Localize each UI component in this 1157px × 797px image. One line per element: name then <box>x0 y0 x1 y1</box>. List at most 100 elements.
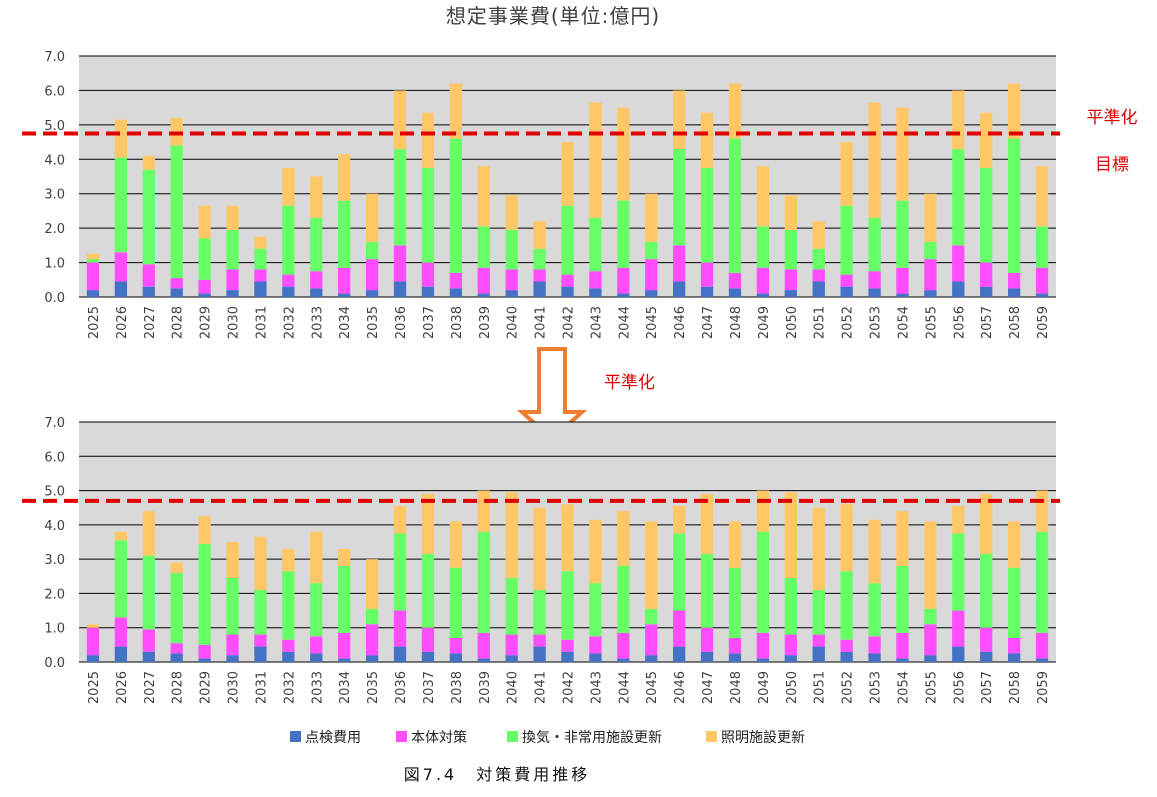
bar-segment <box>924 290 937 297</box>
bar-segment <box>86 624 100 628</box>
x-tick-label: 2051 <box>813 306 828 339</box>
bar-segment <box>728 567 742 638</box>
bar-segment <box>170 562 183 573</box>
bar-segment <box>561 571 574 640</box>
bar-segment <box>1007 567 1021 638</box>
bar-segment <box>449 83 462 139</box>
bar-segment <box>924 608 937 625</box>
x-tick-label: 2043 <box>589 306 604 339</box>
bar-segment <box>784 269 797 291</box>
bar-segment <box>310 271 323 289</box>
bar-segment <box>756 293 770 297</box>
bar-segment <box>1007 288 1021 297</box>
x-tick-label: 2045 <box>645 671 660 704</box>
bar-segment <box>980 554 993 628</box>
bar-segment <box>784 290 797 297</box>
bar-segment <box>561 639 574 652</box>
bar-segment <box>952 506 965 534</box>
bar-segment <box>226 229 239 270</box>
x-tick-label: 2049 <box>757 671 772 704</box>
bar-segment <box>868 519 881 584</box>
bar-segment <box>226 290 239 297</box>
x-tick-label: 2041 <box>534 306 549 339</box>
x-tick-label: 2045 <box>645 306 660 339</box>
bar-segment <box>756 632 770 659</box>
bar-segment <box>645 521 658 609</box>
bar-segment <box>896 293 909 297</box>
bar-segment <box>924 521 937 609</box>
target-label-line2: 目標 <box>1095 155 1129 175</box>
bar-segment <box>812 281 825 297</box>
bar-segment <box>561 286 574 297</box>
bar-segment <box>114 157 128 253</box>
bar-segment <box>896 107 909 201</box>
bar-segment <box>393 610 407 647</box>
bar-segment <box>282 651 295 662</box>
bar-segment <box>728 638 742 654</box>
bar-segment <box>393 533 407 611</box>
x-tick-label: 2048 <box>729 671 744 704</box>
bar-segment <box>673 281 686 297</box>
x-tick-label: 2059 <box>1036 306 1051 339</box>
bar-segment <box>142 169 155 265</box>
bar-segment <box>310 531 323 584</box>
bar-segment <box>756 658 770 662</box>
bar-segment <box>198 293 211 297</box>
bar-segment <box>421 627 435 652</box>
bar-segment <box>533 507 546 590</box>
bar-segment <box>477 226 490 268</box>
bar-segment <box>86 627 100 656</box>
x-tick-label: 2047 <box>701 671 716 704</box>
x-tick-label: 2037 <box>422 671 437 704</box>
bar-segment <box>868 653 881 662</box>
legend-label: 点検費用 <box>305 730 361 746</box>
bar-segment <box>1035 293 1049 297</box>
x-tick-label: 2035 <box>366 671 381 704</box>
bar-segment <box>868 271 881 289</box>
bar-segment <box>170 288 183 297</box>
bar-segment <box>700 286 714 297</box>
bar-segment <box>142 155 155 170</box>
bar-segment <box>1007 638 1021 654</box>
x-tick-label: 2056 <box>952 671 967 704</box>
x-tick-label: 2055 <box>924 306 939 339</box>
bar-segment <box>896 658 909 662</box>
bar-segment <box>114 617 128 647</box>
bar-segment <box>142 555 155 630</box>
x-tick-label: 2036 <box>394 306 409 339</box>
bar-segment <box>505 269 518 291</box>
bar-segment <box>198 644 211 659</box>
bar-segment <box>198 279 211 294</box>
bar-segment <box>589 288 602 297</box>
x-tick-label: 2025 <box>87 306 102 339</box>
bar-segment <box>561 274 574 287</box>
bar-segment <box>617 107 630 201</box>
bar-segment <box>421 554 435 628</box>
x-tick-label: 2052 <box>841 671 856 704</box>
x-tick-label: 2054 <box>896 671 911 704</box>
bar-segment <box>310 653 323 662</box>
x-tick-label: 2057 <box>980 671 995 704</box>
x-tick-label: 2031 <box>254 671 269 704</box>
bar-segment <box>952 533 965 611</box>
bar-segment <box>142 264 155 287</box>
y-tick-label: 2.0 <box>44 222 65 237</box>
bar-segment <box>198 238 211 280</box>
legend-swatch <box>507 731 518 742</box>
bar-segment <box>728 521 742 568</box>
bar-segment <box>561 504 574 572</box>
bar-segment <box>114 252 128 282</box>
x-tick-label: 2027 <box>143 306 158 339</box>
bar-segment <box>393 281 407 297</box>
bar-segment <box>812 590 825 635</box>
bar-segment <box>645 241 658 260</box>
chart-title: 想定事業費(単位:億円) <box>446 4 660 28</box>
bar-segment <box>896 267 909 294</box>
bar-segment <box>477 166 490 227</box>
legend-label: 本体対策 <box>411 729 467 746</box>
x-tick-label: 2050 <box>785 671 800 704</box>
bar-segment <box>505 290 518 297</box>
x-tick-label: 2057 <box>980 306 995 339</box>
bar-segment <box>226 269 239 291</box>
bar-segment <box>1035 226 1049 268</box>
